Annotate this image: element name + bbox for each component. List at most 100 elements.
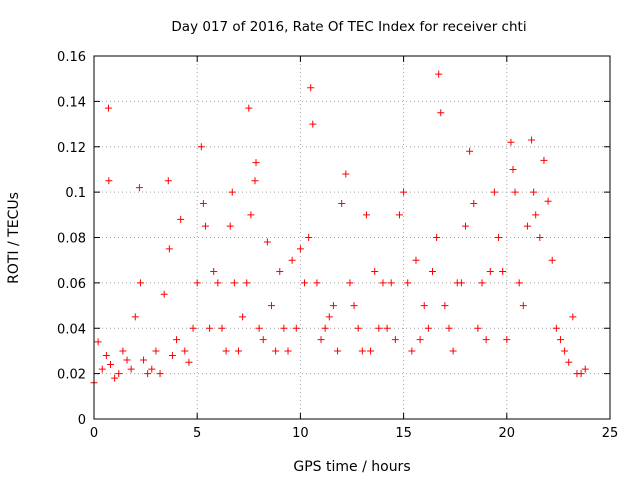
data-point: [391, 336, 399, 344]
data-point: [292, 324, 300, 332]
data-point: [548, 256, 556, 264]
data-point: [259, 336, 267, 344]
data-point: [144, 370, 152, 378]
data-point: [301, 279, 309, 287]
data-point: [532, 211, 540, 219]
data-point: [222, 347, 230, 355]
y-tick-label: 0.12: [57, 141, 86, 156]
data-point: [307, 84, 315, 92]
data-point: [127, 365, 135, 373]
data-point: [577, 370, 585, 378]
data-point: [350, 302, 358, 310]
data-point: [428, 268, 436, 276]
x-tick-label: 5: [193, 426, 201, 441]
data-point: [569, 313, 577, 321]
data-point: [581, 365, 589, 373]
y-tick-label: 0.04: [57, 322, 86, 337]
y-tick-label: 0.08: [57, 232, 86, 247]
data-point: [433, 234, 441, 241]
data-point: [445, 324, 453, 332]
data-point: [457, 279, 465, 287]
data-point: [123, 356, 131, 364]
data-point: [263, 238, 271, 246]
data-point: [276, 268, 284, 276]
data-point: [252, 159, 260, 167]
data-point: [367, 347, 375, 355]
data-point: [288, 256, 296, 264]
data-point: [140, 356, 148, 364]
data-point: [284, 347, 292, 355]
data-point: [420, 302, 428, 310]
grid: [94, 56, 610, 419]
y-tick-label: 0: [78, 413, 86, 428]
data-point: [342, 170, 350, 178]
y-axis-label: ROTI / TECUs: [6, 192, 22, 284]
data-point: [412, 256, 420, 264]
y-tick-label: 0.06: [57, 277, 86, 292]
data-point: [309, 120, 317, 128]
data-point: [371, 268, 379, 276]
data-point: [317, 336, 325, 344]
data-point: [435, 70, 443, 78]
data-point: [168, 351, 176, 359]
data-point: [251, 177, 259, 185]
data-point: [383, 324, 391, 332]
data-point: [226, 222, 234, 230]
data-point: [354, 324, 362, 332]
data-point: [490, 188, 498, 196]
data-point: [173, 336, 181, 344]
data-point: [115, 370, 123, 378]
data-point: [98, 365, 106, 373]
data-point: [214, 279, 222, 287]
data-point: [255, 324, 263, 332]
data-point: [338, 199, 346, 207]
data-point: [556, 336, 564, 344]
data-point: [334, 347, 342, 355]
data-point: [210, 268, 218, 276]
data-point: [519, 302, 527, 310]
data-points: [90, 70, 589, 387]
data-point: [305, 234, 313, 241]
data-point: [185, 358, 193, 366]
data-point: [268, 302, 276, 310]
x-tick-label: 0: [90, 426, 98, 441]
data-point: [329, 302, 337, 310]
data-point: [193, 279, 201, 287]
x-tick-label: 15: [395, 426, 412, 441]
data-point: [107, 361, 115, 369]
data-point: [94, 338, 102, 346]
data-point: [375, 324, 383, 332]
x-axis-label: GPS time / hours: [293, 459, 410, 475]
data-point: [400, 188, 408, 196]
data-point: [416, 336, 424, 344]
data-point: [474, 324, 482, 332]
data-point: [466, 147, 474, 155]
data-point: [540, 156, 548, 164]
data-point: [530, 188, 538, 196]
data-point: [325, 313, 333, 321]
data-point: [218, 324, 226, 332]
data-point: [148, 365, 156, 373]
x-tick-label: 20: [499, 426, 516, 441]
data-point: [536, 234, 544, 241]
data-point: [379, 279, 387, 287]
y-tick-label: 0.1: [65, 186, 86, 201]
data-point: [499, 268, 507, 276]
data-point: [272, 347, 280, 355]
data-point: [561, 347, 569, 355]
data-point: [313, 279, 321, 287]
data-point: [544, 197, 552, 205]
data-point: [105, 177, 113, 185]
data-point: [482, 336, 490, 344]
data-point: [243, 279, 251, 287]
data-point: [470, 199, 478, 207]
data-point: [119, 347, 127, 355]
y-tick-label: 0.02: [57, 368, 86, 383]
data-point: [511, 188, 519, 196]
data-point: [156, 370, 164, 378]
data-point: [199, 199, 207, 207]
data-point: [321, 324, 329, 332]
axis-ticks: 0 5 10 15 20 25 0 0.02 0.04 0.06 0.08 0.1 0.12 0.14 0.…: [57, 50, 618, 441]
data-point: [424, 324, 432, 332]
